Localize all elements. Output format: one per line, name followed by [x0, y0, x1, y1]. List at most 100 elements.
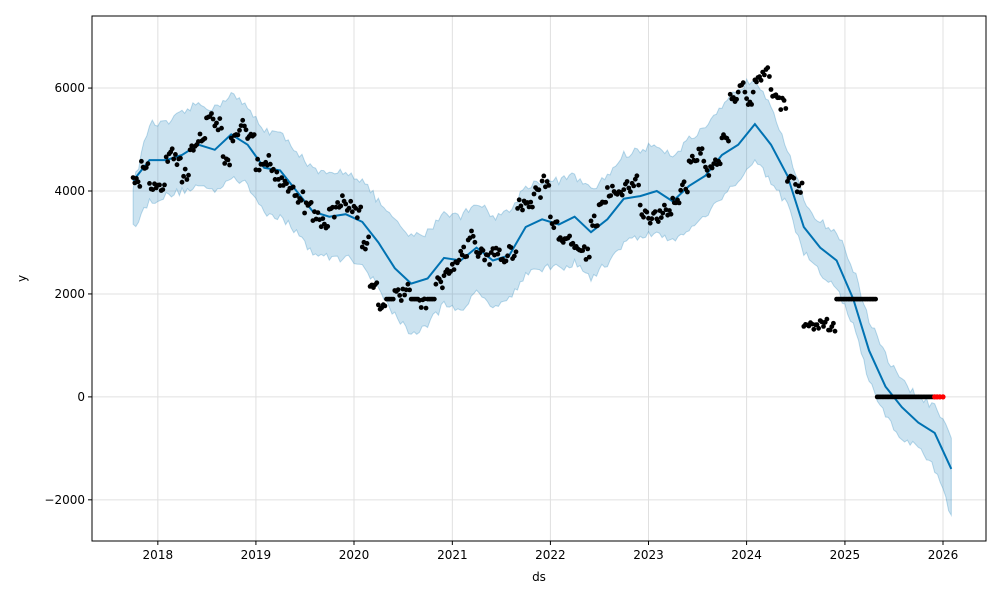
observed-point — [605, 185, 610, 190]
observed-point — [449, 261, 455, 267]
observed-point — [765, 65, 771, 71]
observed-point — [591, 213, 597, 219]
observed-point — [768, 87, 774, 92]
observed-point — [811, 326, 817, 332]
observed-point — [181, 173, 187, 179]
observed-point — [676, 200, 682, 206]
observed-point — [526, 204, 532, 210]
observed-point — [744, 96, 749, 101]
observed-point — [173, 152, 178, 157]
observed-point — [699, 146, 705, 152]
observed-point — [546, 183, 552, 188]
observed-point — [518, 203, 524, 209]
observed-point — [667, 208, 672, 213]
observed-point — [628, 189, 633, 195]
observed-point — [685, 189, 690, 195]
observed-point — [325, 224, 331, 229]
observed-point — [603, 199, 609, 205]
y-axis-label: y — [15, 275, 29, 282]
observed-point — [681, 179, 687, 185]
y-tick-label: 2000 — [54, 287, 85, 301]
x-tick-label: 2023 — [633, 548, 664, 562]
observed-point — [570, 240, 576, 246]
observed-point — [536, 187, 542, 193]
observed-point — [515, 206, 520, 211]
observed-point — [482, 257, 487, 263]
observed-point — [538, 195, 543, 201]
observed-point — [318, 224, 324, 230]
observed-point — [298, 197, 304, 203]
y-tick-label: −2000 — [44, 493, 85, 507]
observed-point — [511, 253, 517, 259]
observed-point — [348, 198, 354, 204]
observed-point — [873, 296, 878, 302]
x-tick-label: 2026 — [928, 548, 959, 562]
y-axis-ticks: −2000 0 2000 4000 6000 — [44, 81, 92, 507]
observed-point — [595, 223, 600, 229]
observed-point — [539, 178, 545, 184]
observed-point — [225, 157, 231, 163]
observed-point — [163, 154, 169, 160]
observed-point — [655, 219, 661, 225]
observed-point — [548, 214, 553, 220]
observed-point — [610, 183, 615, 189]
observed-point — [464, 254, 470, 259]
observed-point — [343, 201, 349, 207]
observed-point — [513, 249, 519, 255]
observed-point — [689, 153, 695, 159]
observed-point — [279, 175, 285, 181]
x-axis-label: ds — [532, 570, 546, 584]
observed-point — [742, 89, 748, 95]
plot-frame — [91, 15, 987, 542]
observed-point — [554, 219, 560, 225]
observed-point — [315, 210, 321, 216]
observed-point — [157, 182, 162, 188]
observed-point — [209, 111, 214, 116]
observed-point — [619, 192, 625, 198]
observed-point — [709, 165, 715, 171]
observed-point — [472, 239, 478, 245]
observed-point — [451, 267, 457, 272]
observed-point — [757, 74, 762, 80]
observed-point — [608, 193, 614, 199]
observed-point — [210, 116, 216, 122]
observed-point — [541, 173, 547, 179]
observed-point — [750, 89, 756, 95]
observed-point — [799, 180, 805, 186]
observed-point — [382, 303, 388, 309]
observed-point — [169, 146, 175, 152]
observed-point — [624, 179, 630, 184]
observed-point — [294, 193, 299, 198]
observed-point — [508, 245, 514, 250]
observed-point — [290, 184, 296, 190]
observed-point — [171, 156, 177, 162]
observed-point — [658, 215, 664, 221]
observed-point — [405, 281, 411, 287]
observed-point — [202, 136, 208, 141]
observed-point — [585, 246, 591, 252]
observed-point — [423, 305, 429, 311]
observed-point — [831, 320, 836, 326]
observed-point — [145, 161, 151, 167]
observed-point — [340, 193, 345, 199]
observed-point — [636, 182, 641, 188]
observed-point — [358, 204, 364, 210]
observed-point — [544, 179, 550, 184]
observed-point — [706, 173, 712, 178]
observed-point — [470, 233, 476, 239]
observed-point — [376, 302, 381, 308]
observed-point — [670, 195, 676, 201]
x-tick-label: 2022 — [535, 548, 566, 562]
observed-point — [197, 131, 203, 137]
observed-point — [227, 162, 233, 168]
forecast-line — [132, 122, 953, 470]
observed-point — [274, 169, 280, 175]
observed-point — [433, 281, 439, 287]
observed-point — [349, 209, 355, 215]
observed-point — [701, 158, 707, 164]
x-tick-label: 2020 — [339, 548, 370, 562]
observed-point — [230, 138, 236, 144]
observed-point — [235, 132, 241, 138]
observed-point — [374, 280, 380, 286]
observed-point — [186, 172, 191, 178]
